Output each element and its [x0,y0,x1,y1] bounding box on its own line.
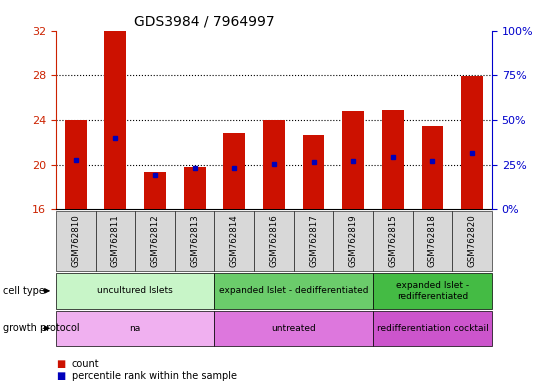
Text: GSM762817: GSM762817 [309,215,318,267]
Text: GSM762813: GSM762813 [190,215,199,267]
Text: ■: ■ [56,371,65,381]
Bar [263,120,285,209]
Bar [342,111,364,209]
Text: GSM762818: GSM762818 [428,215,437,267]
Bar [224,133,245,209]
Text: GSM762819: GSM762819 [349,215,358,267]
Text: count: count [72,359,99,369]
Bar [461,76,483,209]
Text: na: na [130,324,141,333]
Bar [65,120,87,209]
Text: GSM762820: GSM762820 [467,215,477,267]
Text: GSM762810: GSM762810 [71,215,80,267]
Bar [421,126,443,209]
Bar [105,31,126,209]
Text: GSM762812: GSM762812 [150,215,159,267]
Text: redifferentiation cocktail: redifferentiation cocktail [377,324,489,333]
Text: GSM762816: GSM762816 [269,215,278,267]
Bar [144,172,166,209]
Text: uncultured Islets: uncultured Islets [97,286,173,295]
Bar [382,110,404,209]
Text: growth protocol: growth protocol [3,323,79,333]
Text: ■: ■ [56,359,65,369]
Text: percentile rank within the sample: percentile rank within the sample [72,371,236,381]
Text: untreated: untreated [271,324,316,333]
Bar [184,167,206,209]
Text: expanded Islet -
redifferentiated: expanded Islet - redifferentiated [396,281,469,301]
Text: expanded Islet - dedifferentiated: expanded Islet - dedifferentiated [219,286,368,295]
Text: cell type: cell type [3,286,45,296]
Text: GSM762815: GSM762815 [389,215,397,267]
Text: GSM762811: GSM762811 [111,215,120,267]
Text: GDS3984 / 7964997: GDS3984 / 7964997 [134,14,275,28]
Text: GSM762814: GSM762814 [230,215,239,267]
Bar [302,134,324,209]
